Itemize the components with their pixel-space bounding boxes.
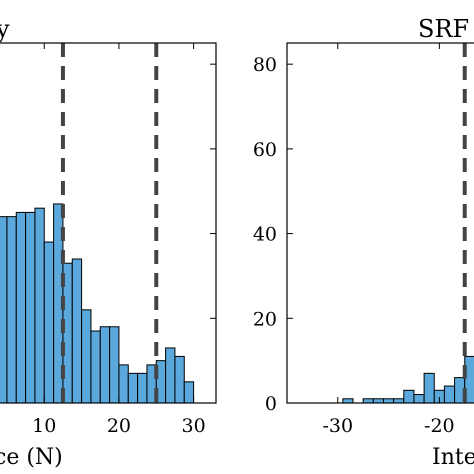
right-bar [393,398,405,404]
left-x-axis-title: ce (N) [0,445,63,470]
left-bar [137,372,148,404]
left-bar [165,347,176,404]
right-bar [423,372,435,404]
right-y-tick-label: 60 [253,139,277,161]
left-x-tick-label: 20 [107,415,131,437]
left-panel: 10 20 30 y ce (N) [0,15,217,470]
right-y-tick-label: 20 [253,308,277,330]
left-bar [90,330,101,404]
right-panel: -30 -20 0 20 40 60 80 SRF Inte [253,15,474,470]
right-x-tick-label: -20 [424,415,455,437]
left-bar [99,326,111,404]
left-bar [127,372,139,404]
left-bar [118,364,129,404]
left-bar [183,381,195,404]
right-bar [443,385,456,404]
left-axes-box [0,42,217,404]
left-bar [71,258,83,404]
left-x-tick-label: 30 [182,415,206,437]
left-bar [81,309,92,404]
left-bar [15,211,27,404]
right-y-tick-label: 0 [265,393,277,415]
right-bar [362,398,374,404]
right-x-axis-title: Inte [432,445,474,470]
right-chart-title: SRF [418,15,469,43]
right-bar [382,398,395,404]
left-chart-title: y [0,15,10,43]
right-bar [403,389,415,404]
right-y-tick-label: 40 [253,224,277,246]
left-bar [34,207,45,404]
right-bar [342,398,354,404]
right-y-tick-label: 80 [253,54,277,76]
right-x-tick-label: -30 [322,415,353,437]
right-bar [372,398,384,404]
left-x-tick-label: 10 [32,415,56,437]
left-bar [6,216,17,404]
right-bar [413,394,425,404]
left-bar [25,211,36,404]
right-axes-box [286,42,474,404]
left-bar [109,326,120,404]
left-bar [174,355,185,404]
left-bar [43,241,55,404]
left-bar [0,216,8,404]
